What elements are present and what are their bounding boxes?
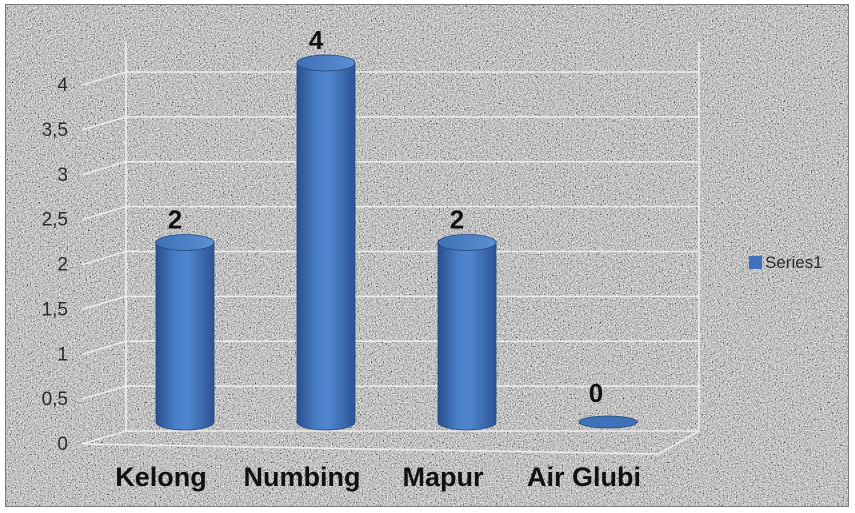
- data-labels: 2 4 2 0: [168, 25, 603, 408]
- y-tick-label: 1,5: [42, 299, 68, 320]
- bar-air-glubi: [578, 415, 638, 429]
- floor-edge: [81, 443, 660, 455]
- chart-background: [6, 5, 848, 506]
- y-tick-label: 1: [57, 344, 68, 365]
- gridline-side: [81, 205, 127, 221]
- bar-cap: [437, 234, 497, 251]
- x-tick-label: Mapur: [403, 462, 484, 492]
- chart-frame: 0 0,5 1 1,5 2 2,5 3 3,5 4 2 4 2 0 Kelong Numbing Mapu…: [5, 4, 849, 507]
- legend-swatch: [749, 256, 762, 269]
- data-label: 0: [589, 378, 603, 408]
- bar-cap: [296, 54, 356, 72]
- legend-label: Series1: [765, 253, 823, 272]
- gridline-side: [81, 295, 127, 311]
- x-tick-label: Kelong: [115, 462, 207, 492]
- y-axis-ticks: 0 0,5 1 1,5 2 2,5 3 3,5 4: [42, 75, 69, 455]
- x-tick-label: Numbing: [244, 462, 361, 492]
- data-label: 4: [309, 25, 324, 55]
- legend: Series1: [749, 253, 823, 272]
- gridlines: [81, 42, 700, 455]
- y-tick-label: 2,5: [42, 210, 68, 231]
- gridline-side: [81, 71, 127, 86]
- y-tick-label: 3: [57, 165, 68, 186]
- gridline-side: [81, 385, 127, 400]
- data-label: 2: [168, 205, 182, 235]
- y-tick-label: 0: [57, 434, 68, 455]
- gridline-side: [81, 250, 127, 266]
- bar-mapur: [437, 242, 497, 431]
- x-axis-labels: Kelong Numbing Mapur Air Glubi: [115, 462, 641, 492]
- gridline-side: [81, 340, 127, 356]
- gridline-side: [81, 116, 127, 131]
- gridline-side: [81, 160, 127, 176]
- y-tick-label: 0,5: [42, 389, 68, 410]
- bar-cap: [155, 234, 215, 251]
- x-tick-label: Air Glubi: [527, 462, 641, 492]
- bar-kelong: [155, 242, 215, 431]
- y-tick-label: 2: [57, 255, 68, 276]
- bar-chart: 0 0,5 1 1,5 2 2,5 3 3,5 4 2 4 2 0 Kelong Numbing Mapu…: [6, 5, 848, 506]
- y-tick-label: 3,5: [42, 120, 68, 141]
- y-tick-label: 4: [57, 75, 68, 96]
- bars: [155, 54, 638, 431]
- data-label: 2: [450, 205, 464, 235]
- floor-side-edge: [658, 430, 700, 455]
- bar-numbing: [296, 62, 356, 431]
- gridline-side: [81, 430, 127, 445]
